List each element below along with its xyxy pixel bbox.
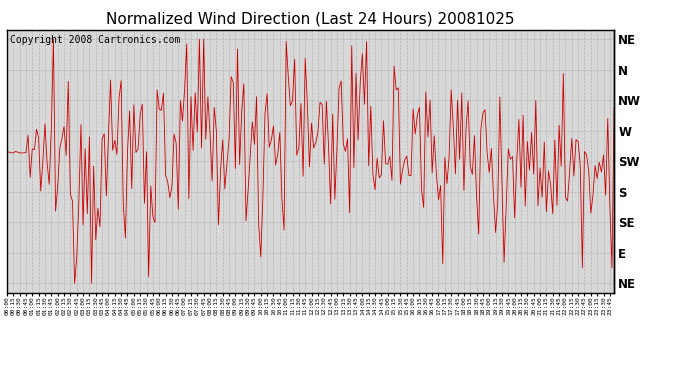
Text: Copyright 2008 Cartronics.com: Copyright 2008 Cartronics.com [10, 35, 180, 45]
Text: Normalized Wind Direction (Last 24 Hours) 20081025: Normalized Wind Direction (Last 24 Hours… [106, 11, 515, 26]
